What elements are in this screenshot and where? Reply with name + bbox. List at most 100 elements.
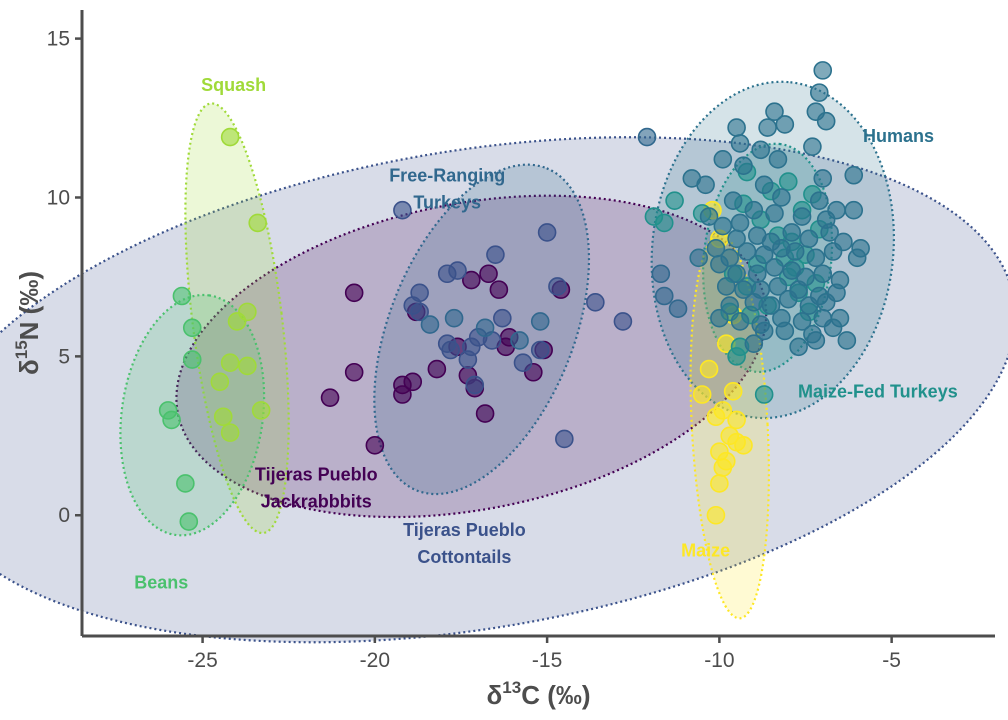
point-free-ranging-turkeys [420, 315, 440, 334]
point-humans [778, 289, 798, 309]
point-tijeras-pueblo-cottontails [537, 223, 557, 242]
point-humans [758, 118, 777, 137]
point-humans [823, 318, 843, 338]
point-maize-fed-turkeys [665, 191, 684, 210]
point-humans [754, 175, 774, 195]
point-humans [730, 134, 750, 153]
series-tijeras-pueblo-cottontails [393, 200, 633, 449]
point-humans [730, 213, 750, 233]
point-humans [727, 229, 746, 249]
point-humans [727, 118, 746, 137]
point-tijeras-pueblo-jackrabbbits [344, 283, 364, 303]
point-tijeras-pueblo-cottontails [613, 312, 633, 331]
point-humans [765, 204, 784, 223]
x-tick-label: -10 [704, 649, 734, 672]
point-humans [789, 337, 808, 357]
point-maize [713, 458, 733, 477]
point-humans [844, 165, 864, 185]
point-tijeras-pueblo-cottontails [410, 302, 429, 322]
point-humans [734, 156, 753, 176]
label-tijeras-pueblo-jackrabbbits: Tijeras Pueblo [255, 464, 378, 484]
point-humans [806, 331, 826, 350]
point-tijeras-pueblo-cottontails [486, 245, 505, 264]
point-humans [768, 150, 788, 169]
point-maize-fed-turkeys [727, 347, 746, 366]
label-maize-fed-turkeys: Maize-Fed Turkeys [798, 382, 958, 402]
point-humans [699, 207, 719, 226]
point-beans [179, 512, 199, 531]
point-tijeras-pueblo-cottontails [458, 350, 478, 369]
point-free-ranging-turkeys [510, 331, 529, 350]
point-humans [809, 191, 829, 210]
point-humans [816, 111, 836, 131]
point-beans [172, 286, 192, 306]
point-humans [799, 229, 819, 249]
point-beans [162, 410, 181, 430]
x-axis-title: δ13C (‰) [486, 678, 590, 710]
point-tijeras-pueblo-jackrabbbits [393, 385, 412, 404]
point-humans [716, 277, 736, 296]
label-beans: Beans [134, 572, 188, 592]
point-tijeras-pueblo-cottontails [393, 200, 412, 220]
x-tick-label: -20 [360, 649, 390, 672]
point-maize [699, 359, 719, 379]
point-humans [775, 115, 795, 134]
point-humans [723, 191, 743, 210]
point-free-ranging-turkeys [668, 299, 688, 319]
point-humans [803, 137, 822, 156]
point-humans [765, 258, 784, 277]
point-maize [713, 401, 733, 420]
point-free-ranging-turkeys [530, 312, 550, 331]
series-maize [692, 200, 753, 525]
point-humans [792, 312, 812, 331]
y-tick-label: 15 [47, 28, 70, 51]
point-humans [772, 188, 791, 207]
y-tick-label: 5 [58, 345, 70, 368]
point-humans [710, 254, 729, 274]
point-squash [248, 213, 268, 233]
y-tick-label: 10 [47, 186, 70, 209]
point-tijeras-pueblo-jackrabbbits [462, 270, 481, 290]
point-tijeras-pueblo-jackrabbbits [475, 404, 495, 423]
point-free-ranging-turkeys [654, 286, 674, 306]
x-tick-label: -25 [187, 649, 217, 672]
label-squash: Squash [201, 75, 266, 95]
y-axis-title-superscript: 15 [12, 340, 31, 359]
point-maize-fed-turkeys [778, 172, 798, 191]
point-maize [706, 505, 726, 525]
point-free-ranging-turkeys [637, 127, 657, 147]
point-humans [816, 210, 836, 230]
point-maize [734, 436, 753, 455]
series-squash [210, 127, 271, 442]
point-humans [727, 264, 746, 284]
y-axis-ticks: 0 5 10 15 [47, 28, 82, 527]
point-tijeras-pueblo-cottontails [437, 334, 457, 353]
point-humans [730, 312, 750, 331]
point-tijeras-pueblo-jackrabbbits [365, 436, 385, 455]
axes: -25 -20 -15 -10 -5 0 5 10 15 [47, 10, 995, 672]
point-squash [213, 407, 233, 427]
point-humans [720, 296, 740, 315]
group-label-layer: Squash Beans Tijeras Pueblo Jackrabbbits Tij… [134, 75, 957, 592]
point-tijeras-pueblo-jackrabbbits [320, 388, 340, 407]
point-humans [837, 331, 857, 350]
series-humans [682, 61, 870, 357]
point-humans [768, 277, 788, 296]
point-tijeras-pueblo-cottontails [555, 429, 574, 449]
point-humans [813, 169, 833, 188]
point-humans [747, 264, 767, 284]
label-free-ranging-turkeys-line2: Turkeys [413, 193, 481, 213]
point-squash [238, 356, 257, 376]
label-free-ranging-turkeys: Free-Ranging [389, 166, 505, 186]
point-humans [744, 293, 764, 312]
point-humans [761, 296, 781, 315]
point-humans [751, 140, 771, 160]
label-humans: Humans [863, 126, 934, 146]
point-humans [682, 169, 702, 188]
point-tijeras-pueblo-jackrabbbits [403, 372, 423, 392]
point-humans [782, 223, 802, 242]
x-tick-label: -15 [532, 649, 562, 672]
y-axis-title-main: δ [14, 359, 44, 375]
y-axis-title-rest: N (‰) [14, 271, 44, 340]
